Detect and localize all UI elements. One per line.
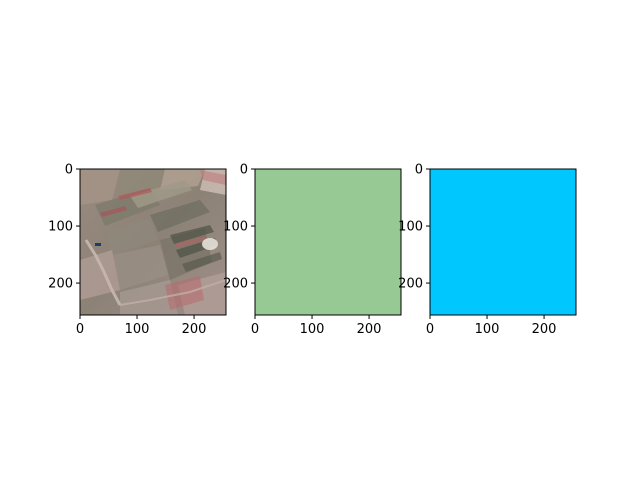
panel-1-axes: 0 100 200 0 100 200 [48, 163, 206, 338]
panel-2-ytick-label: 200 [223, 277, 248, 292]
panel-2-xtick-label: 100 [300, 322, 325, 337]
panel-3-frame [429, 168, 577, 316]
panel-1-xtick-label: 0 [76, 322, 84, 337]
panel-3: 0 100 200 0 100 200 [398, 163, 577, 338]
panel-3-axes: 0 100 200 0 100 200 [398, 163, 556, 338]
panel-2: 0 100 200 0 100 200 [223, 163, 402, 338]
panel-1-ytick-label: 100 [48, 220, 73, 235]
panel-2-ytick-label: 0 [240, 163, 248, 178]
panel-3-ytick-label: 200 [398, 277, 423, 292]
panel-2-xtick-label: 200 [357, 322, 382, 337]
solid-cyan-image [430, 169, 576, 315]
panel-2-axes: 0 100 200 0 100 200 [223, 163, 381, 338]
panel-3-ytick-label: 0 [415, 163, 423, 178]
panel-1-frame [79, 168, 227, 316]
panel-1: 0 100 200 0 100 200 [48, 163, 227, 338]
aerial-farmland-image [80, 169, 226, 315]
panel-2-ytick-label: 100 [223, 220, 248, 235]
panel-3-ytick-label: 100 [398, 220, 423, 235]
panel-1-ytick-label: 200 [48, 277, 73, 292]
panel-1-ytick-label: 0 [65, 163, 73, 178]
solid-green-image [255, 169, 401, 315]
panel-1-xtick-label: 100 [125, 322, 150, 337]
panel-3-xtick-label: 200 [532, 322, 557, 337]
panel-2-xtick-label: 0 [251, 322, 259, 337]
panel-2-frame [254, 168, 402, 316]
panel-3-xtick-label: 0 [426, 322, 434, 337]
panel-1-xtick-label: 200 [182, 322, 207, 337]
panel-3-xtick-label: 100 [475, 322, 500, 337]
